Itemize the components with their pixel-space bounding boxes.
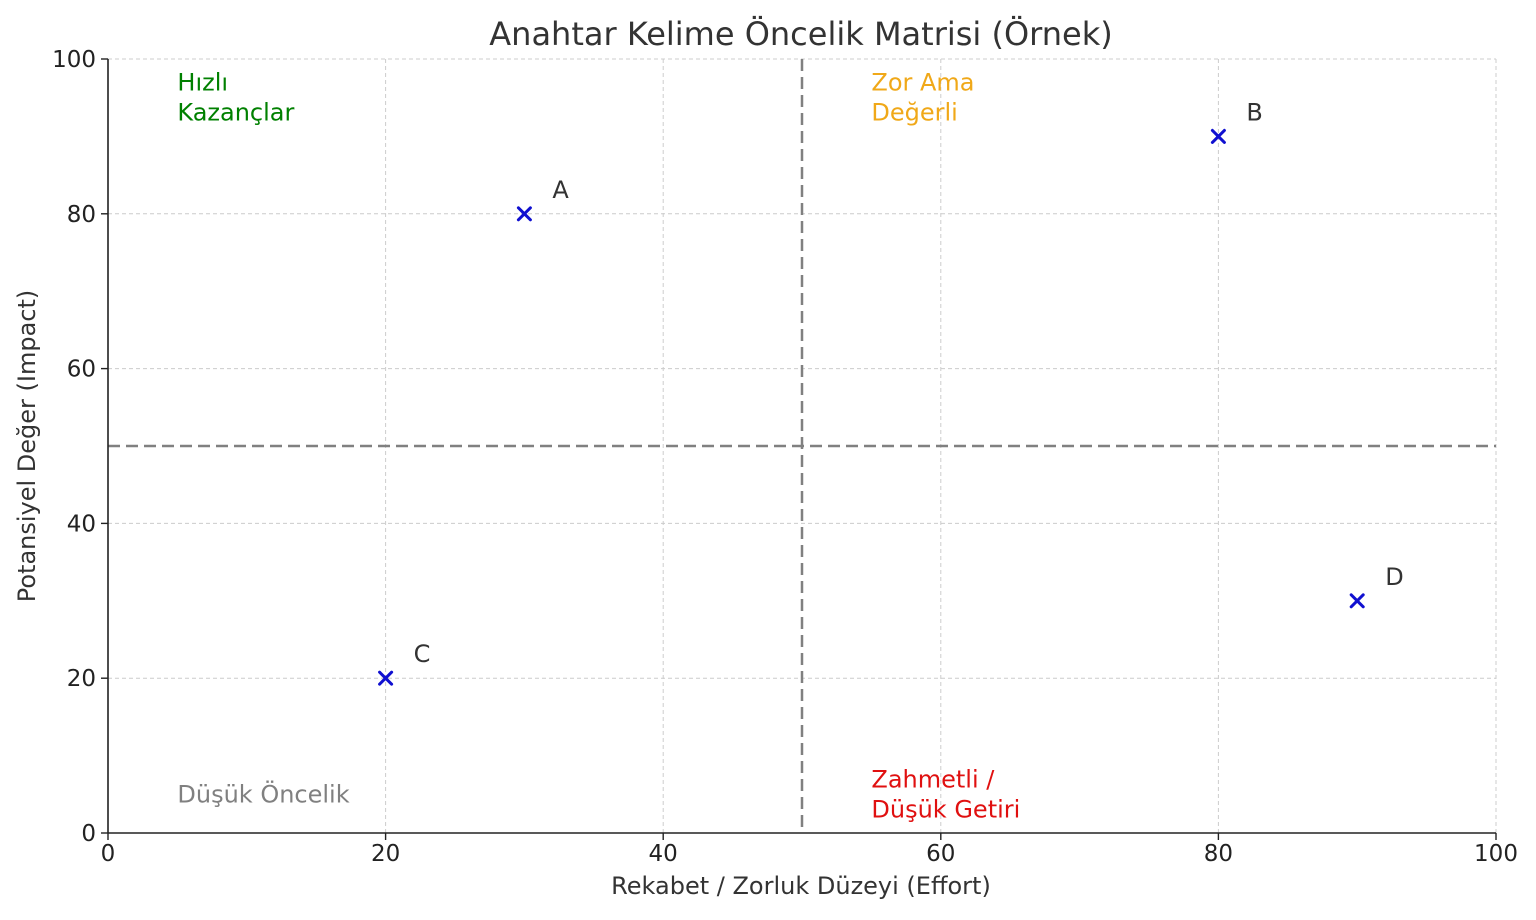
data-point-d: D [1349, 563, 1404, 609]
x-tick-label: 80 [1204, 841, 1233, 867]
quadrant-label-line: Zor Ama [871, 69, 974, 97]
data-point-c: C [378, 640, 431, 686]
data-point-b: B [1210, 98, 1263, 144]
quadrant-label-line: Hızlı [177, 69, 228, 97]
x-axis-label: Rekabet / Zorluk Düzeyi (Effort) [611, 872, 991, 900]
y-tick-label: 100 [52, 47, 96, 73]
x-tick-label: 100 [1474, 841, 1518, 867]
quadrant-label-line: Kazançlar [177, 99, 294, 127]
point-label: C [414, 640, 431, 668]
y-tick-label: 20 [67, 666, 96, 692]
chart-title: Anahtar Kelime Öncelik Matrisi (Örnek) [489, 15, 1112, 53]
point-marker-stroke [1349, 593, 1365, 609]
data-points: A B C D [378, 98, 1404, 686]
reference-lines [108, 59, 1496, 833]
quadrant-label-line: Düşük Getiri [871, 795, 1020, 823]
point-label: B [1246, 98, 1262, 126]
quadrant-label: Düşük Öncelik [177, 779, 349, 808]
quadrant-label-line: Zahmetli / [871, 765, 995, 793]
x-tick-label: 20 [371, 841, 400, 867]
point-marker-stroke [378, 670, 394, 686]
point-marker-stroke [1210, 128, 1226, 144]
point-label: A [552, 176, 569, 204]
quadrant-labels: Hızlı Kazançlar Zor Ama Değerli Düşük Önceli… [177, 69, 1020, 824]
quadrant-label: Zor Ama Değerli [871, 69, 974, 127]
y-tick-label: 40 [67, 511, 96, 537]
point-label: D [1385, 563, 1403, 591]
y-tick-label: 0 [81, 821, 96, 847]
quadrant-label: Hızlı Kazançlar [177, 69, 294, 127]
point-marker-stroke [516, 206, 532, 222]
x-tick-label: 40 [649, 841, 678, 867]
x-tick-label: 0 [101, 841, 116, 867]
y-tick-label: 80 [67, 202, 96, 228]
data-point-a: A [516, 176, 569, 222]
quadrant-label-line: Değerli [871, 99, 957, 127]
y-axis-label: Potansiyel Değer (Impact) [13, 290, 41, 603]
axes: 0 20 40 60 80 100 0 20 40 60 80 100 [52, 47, 1518, 867]
y-tick-label: 60 [67, 357, 96, 383]
quadrant-label-line: Düşük Öncelik [177, 779, 349, 808]
quadrant-label: Zahmetli / Düşük Getiri [871, 765, 1020, 823]
x-tick-label: 60 [926, 841, 955, 867]
